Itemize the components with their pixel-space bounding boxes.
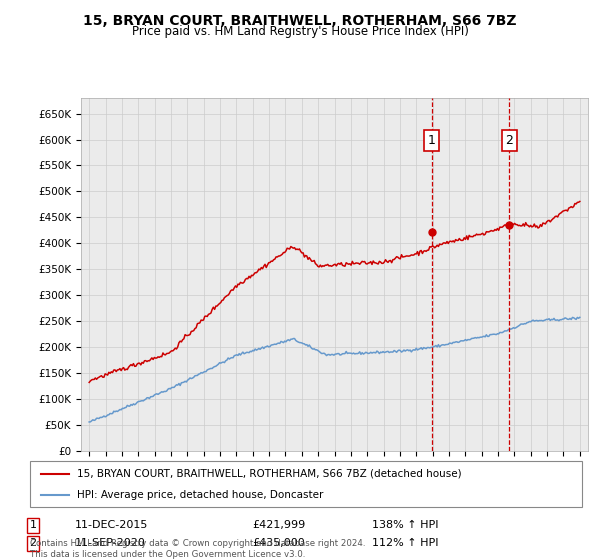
Text: 2: 2 [506, 134, 514, 147]
Text: £435,000: £435,000 [252, 538, 305, 548]
Text: 2: 2 [29, 538, 37, 548]
Text: 15, BRYAN COURT, BRAITHWELL, ROTHERHAM, S66 7BZ: 15, BRYAN COURT, BRAITHWELL, ROTHERHAM, … [83, 14, 517, 28]
Text: 1: 1 [428, 134, 436, 147]
Text: 112% ↑ HPI: 112% ↑ HPI [372, 538, 439, 548]
Text: 138% ↑ HPI: 138% ↑ HPI [372, 520, 439, 530]
Text: 11-DEC-2015: 11-DEC-2015 [75, 520, 148, 530]
Text: 15, BRYAN COURT, BRAITHWELL, ROTHERHAM, S66 7BZ (detached house): 15, BRYAN COURT, BRAITHWELL, ROTHERHAM, … [77, 469, 461, 479]
Text: 1: 1 [29, 520, 37, 530]
Text: 11-SEP-2020: 11-SEP-2020 [75, 538, 146, 548]
Text: Contains HM Land Registry data © Crown copyright and database right 2024.
This d: Contains HM Land Registry data © Crown c… [30, 539, 365, 559]
Text: £421,999: £421,999 [252, 520, 305, 530]
Text: HPI: Average price, detached house, Doncaster: HPI: Average price, detached house, Donc… [77, 490, 323, 500]
Text: Price paid vs. HM Land Registry's House Price Index (HPI): Price paid vs. HM Land Registry's House … [131, 25, 469, 38]
